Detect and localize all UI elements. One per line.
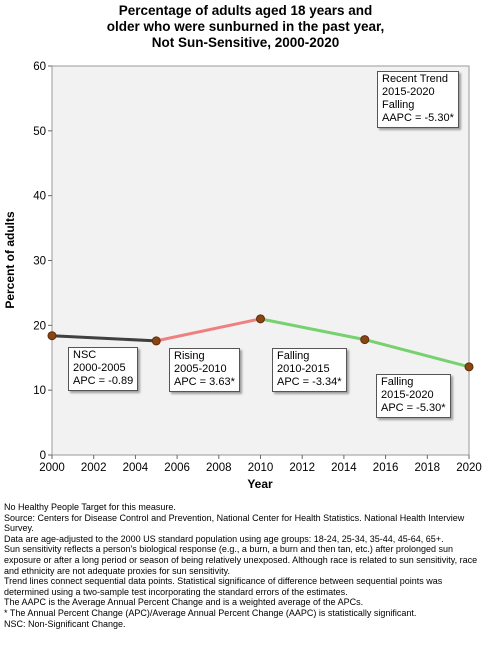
x-tick-label: 2002 <box>81 462 107 474</box>
annotation-line: APC = -5.30* <box>381 402 446 414</box>
data-point <box>464 362 474 372</box>
annotation-rising-2005-2010: Rising 2005-2010 APC = 3.63* <box>169 348 240 392</box>
annotation-line: Falling <box>381 376 414 388</box>
annotation-line: APC = -3.34* <box>277 376 342 388</box>
footnote: * The Annual Percent Change (APC)/Averag… <box>4 607 417 618</box>
y-tick-label: 30 <box>33 256 46 268</box>
chart-title-line-2: older who were sunburned in the past yea… <box>106 19 385 34</box>
y-tick-label: 10 <box>33 385 46 397</box>
x-tick-label: 2010 <box>248 462 274 474</box>
footnote: Trend lines connect sequential data poin… <box>4 576 443 597</box>
footnote: No Healthy People Target for this measur… <box>4 502 176 512</box>
annotation-line: APC = -0.89 <box>73 375 134 387</box>
annotation-line: Falling <box>382 99 415 111</box>
data-point <box>47 331 57 341</box>
annotation-falling-2015-2020: Falling 2015-2020 APC = -5.30* <box>376 374 451 418</box>
annotation-line: 2010-2015 <box>277 363 330 375</box>
annotation-recent-trend: Recent Trend 2015-2020 Falling AAPC = -5… <box>377 71 459 128</box>
y-tick-label: 40 <box>33 191 46 203</box>
x-tick-label: 2006 <box>164 462 190 474</box>
annotation-line: APC = 3.63* <box>174 376 235 388</box>
annotation-line: Falling <box>277 350 310 362</box>
y-tick-label: 60 <box>33 61 46 73</box>
footnote: The AAPC is the Average Annual Percent C… <box>4 597 364 608</box>
footnotes: No Healthy People Target for this measur… <box>4 502 488 629</box>
x-tick-label: 2000 <box>39 462 65 474</box>
x-tick-label: 2016 <box>373 462 399 474</box>
annotation-nsc-2000-2005: NSC 2000-2005 APC = -0.89 <box>68 347 139 391</box>
annotation-line: NSC <box>73 349 97 361</box>
chart-title-line-3: Not Sun-Sensitive, 2000-2020 <box>151 35 340 50</box>
footnote: Source: Centers for Disease Control and … <box>4 512 465 534</box>
footnote: Data are age-adjusted to the 2000 US sta… <box>4 533 444 544</box>
chart-title: Percentage of adults aged 18 years and o… <box>0 3 491 51</box>
y-axis-label: Percent of adults <box>3 211 17 309</box>
annotation-line: 2015-2020 <box>381 389 434 401</box>
x-tick-label: 2008 <box>206 462 232 474</box>
x-tick-label: 2020 <box>456 462 482 474</box>
y-tick-label: 0 <box>40 450 46 462</box>
x-tick-label: 2012 <box>289 462 315 474</box>
y-tick-label: 50 <box>33 126 46 138</box>
data-point <box>151 336 161 346</box>
trend-segment <box>154 317 262 343</box>
x-tick-label: 2004 <box>123 462 149 474</box>
annotation-line: 2005-2010 <box>174 363 227 375</box>
trend-segment <box>50 334 158 343</box>
annotation-line: Rising <box>174 350 205 362</box>
annotation-line: Recent Trend <box>382 73 449 85</box>
y-tick-label: 20 <box>33 320 46 332</box>
annotation-line: AAPC = -5.30* <box>382 112 454 124</box>
annotation-falling-2010-2015: Falling 2010-2015 APC = -3.34* <box>272 348 347 392</box>
footnote: NSC: Non-Significant Change. <box>4 618 126 629</box>
x-tick-label: 2014 <box>331 462 357 474</box>
annotation-line: 2000-2005 <box>73 362 126 374</box>
footnote: Sun sensitivity reflects a person's biol… <box>4 544 478 576</box>
annotation-line: 2015-2020 <box>382 86 435 98</box>
x-tick-label: 2018 <box>415 462 441 474</box>
data-point <box>256 314 265 324</box>
data-point <box>360 335 370 345</box>
chart-title-line-1: Percentage of adults aged 18 years and <box>118 3 373 18</box>
x-axis-label: Year <box>247 477 273 491</box>
